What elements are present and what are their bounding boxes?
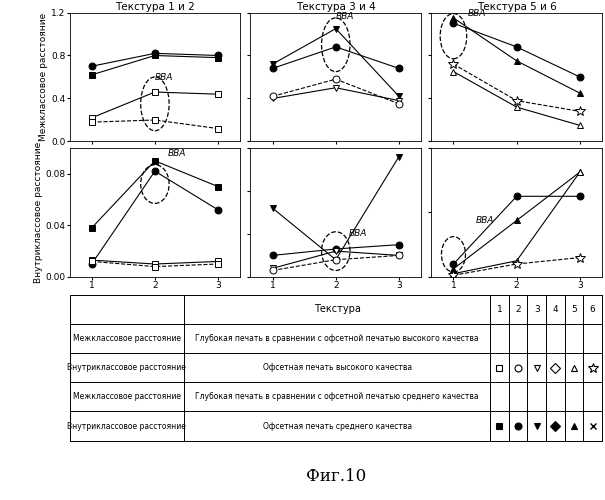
Bar bbox=[184, 324, 490, 353]
Bar bbox=[564, 412, 583, 440]
Bar bbox=[546, 324, 564, 353]
Text: Межклассовое расстояние: Межклассовое расстояние bbox=[73, 334, 181, 343]
Bar bbox=[583, 324, 602, 353]
Text: ВВА: ВВА bbox=[467, 9, 486, 18]
Bar bbox=[490, 295, 509, 324]
Bar bbox=[546, 353, 564, 382]
Bar bbox=[546, 412, 564, 440]
Bar bbox=[70, 324, 184, 353]
Bar bbox=[490, 412, 509, 440]
Text: Офсетная печать высокого качества: Офсетная печать высокого качества bbox=[263, 363, 411, 372]
Bar bbox=[564, 295, 583, 324]
Text: 2: 2 bbox=[515, 305, 521, 314]
Bar bbox=[546, 382, 564, 412]
Bar bbox=[564, 382, 583, 412]
Text: ВВА: ВВА bbox=[336, 12, 354, 21]
Y-axis label: Внутриклассовое расстояние: Внутриклассовое расстояние bbox=[33, 142, 42, 283]
Bar bbox=[583, 412, 602, 440]
Bar bbox=[583, 382, 602, 412]
Bar bbox=[490, 324, 509, 353]
Bar bbox=[70, 295, 184, 324]
Text: 4: 4 bbox=[552, 305, 558, 314]
Bar bbox=[583, 353, 602, 382]
Bar bbox=[70, 382, 184, 412]
Bar bbox=[528, 353, 546, 382]
Bar bbox=[490, 353, 509, 382]
Bar bbox=[509, 382, 528, 412]
Bar bbox=[528, 412, 546, 440]
Text: ВВА: ВВА bbox=[168, 149, 186, 158]
Bar bbox=[528, 382, 546, 412]
Text: 3: 3 bbox=[534, 305, 540, 314]
Text: Внутриклассовое расстояние: Внутриклассовое расстояние bbox=[67, 422, 186, 430]
Text: Внутриклассовое расстояние: Внутриклассовое расстояние bbox=[67, 363, 186, 372]
Text: 1: 1 bbox=[497, 305, 502, 314]
Bar bbox=[490, 382, 509, 412]
Bar bbox=[509, 412, 528, 440]
Bar bbox=[70, 412, 184, 440]
Y-axis label: Межклассовое расстояние: Межклассовое расстояние bbox=[39, 13, 48, 141]
Bar bbox=[509, 324, 528, 353]
Text: Межклассовое расстояние: Межклассовое расстояние bbox=[73, 392, 181, 402]
Text: Текстура: Текстура bbox=[313, 304, 361, 314]
Bar bbox=[509, 295, 528, 324]
Title: Текстура 3 и 4: Текстура 3 и 4 bbox=[296, 2, 376, 12]
Bar bbox=[528, 295, 546, 324]
Text: ВВА: ВВА bbox=[155, 74, 173, 82]
Text: 6: 6 bbox=[590, 305, 595, 314]
Text: ВВА: ВВА bbox=[476, 216, 494, 226]
Bar bbox=[528, 324, 546, 353]
Text: Глубокая печать в сравнении с офсетной печатью среднего качества: Глубокая печать в сравнении с офсетной п… bbox=[195, 392, 479, 402]
Text: Фиг.10: Фиг.10 bbox=[306, 468, 366, 485]
Bar bbox=[564, 324, 583, 353]
Bar bbox=[583, 295, 602, 324]
Bar bbox=[184, 412, 490, 440]
Title: Текстура 1 и 2: Текстура 1 и 2 bbox=[115, 2, 195, 12]
Text: 5: 5 bbox=[571, 305, 577, 314]
Bar bbox=[564, 353, 583, 382]
Text: ВВА: ВВА bbox=[348, 229, 367, 238]
Text: Глубокая печать в сравнении с офсетной печатью высокого качества: Глубокая печать в сравнении с офсетной п… bbox=[195, 334, 479, 343]
Bar bbox=[546, 295, 564, 324]
Title: Текстура 5 и 6: Текстура 5 и 6 bbox=[477, 2, 557, 12]
Text: Офсетная печать среднего качества: Офсетная печать среднего качества bbox=[263, 422, 411, 430]
Bar bbox=[184, 295, 490, 324]
Bar bbox=[184, 353, 490, 382]
Bar bbox=[70, 353, 184, 382]
Bar bbox=[509, 353, 528, 382]
Bar bbox=[184, 382, 490, 412]
